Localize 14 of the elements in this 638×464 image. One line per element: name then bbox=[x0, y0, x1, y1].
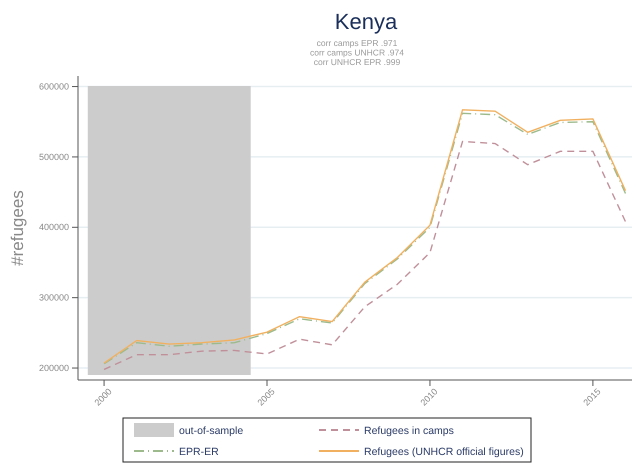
y-tick-label: 500000 bbox=[38, 152, 69, 162]
legend-label: EPR-ER bbox=[179, 446, 220, 458]
text: corr camps UNHCR .974 bbox=[310, 48, 404, 58]
text: corr UNHCR EPR .999 bbox=[314, 57, 400, 67]
text: corr camps EPR .971 bbox=[316, 38, 398, 48]
legend-label: Refugees in camps bbox=[364, 425, 454, 437]
y-tick-label: 200000 bbox=[38, 362, 69, 373]
legend-label: Refugees (UNHCR official figures) bbox=[364, 446, 524, 458]
y-tick-label: 300000 bbox=[38, 292, 69, 303]
legend-label: out-of-sample bbox=[179, 425, 244, 437]
chart-title: Kenya bbox=[334, 9, 398, 34]
y-axis-title: #refugees bbox=[8, 190, 27, 266]
y-tick-label: 400000 bbox=[38, 222, 69, 232]
y-tick-label: 600000 bbox=[38, 81, 69, 92]
